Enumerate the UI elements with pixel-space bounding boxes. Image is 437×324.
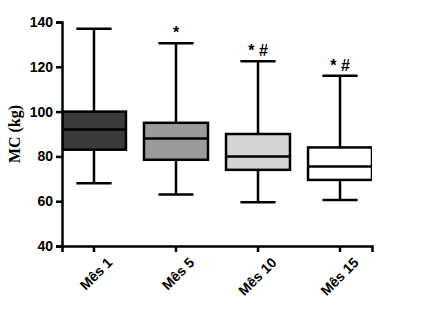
max-cap bbox=[240, 60, 275, 63]
y-tick-label: 60 bbox=[37, 193, 53, 209]
upper-whisker bbox=[175, 43, 178, 123]
x-axis-line bbox=[63, 247, 373, 253]
box bbox=[144, 123, 208, 160]
y-tick-mark bbox=[56, 200, 62, 203]
x-tick: Mês 1 bbox=[77, 246, 116, 293]
plot-area bbox=[62, 29, 372, 203]
y-tick-label: 100 bbox=[30, 104, 54, 120]
x-tick-mark bbox=[257, 246, 260, 252]
y-axis-title: MC (kg) bbox=[6, 105, 24, 163]
median-line bbox=[308, 165, 372, 168]
min-cap bbox=[322, 199, 357, 202]
box bbox=[308, 147, 372, 179]
y-tick-mark bbox=[56, 21, 62, 24]
upper-whisker bbox=[257, 61, 260, 134]
upper-whisker bbox=[339, 76, 342, 148]
y-tick: 140 bbox=[30, 14, 62, 30]
box-group bbox=[308, 76, 372, 200]
x-tick-mark bbox=[93, 246, 96, 252]
annotation: * # bbox=[248, 42, 268, 59]
y-tick-label: 140 bbox=[30, 14, 54, 30]
lower-whisker bbox=[257, 170, 260, 202]
upper-whisker bbox=[93, 29, 96, 112]
y-axis-line bbox=[56, 23, 63, 247]
y-tick-mark bbox=[56, 245, 62, 248]
x-tick-label: Mês 10 bbox=[235, 254, 279, 298]
median-line bbox=[62, 128, 126, 131]
y-tick-label: 120 bbox=[30, 59, 54, 75]
box bbox=[62, 112, 126, 150]
box-group bbox=[62, 29, 126, 184]
annotation: * # bbox=[330, 57, 350, 74]
x-tick-label: Mês 5 bbox=[159, 254, 198, 293]
annotations: * * # * # bbox=[173, 24, 350, 73]
x-tick: Mês 15 bbox=[317, 246, 361, 299]
x-axis: Mês 1 Mês 5 Mês 10 Mês 15 bbox=[63, 246, 373, 299]
chart: ** #* #406080100120140Mês 1Mês 5Mês 10Mê… bbox=[0, 0, 437, 324]
max-cap bbox=[322, 75, 357, 78]
x-tick-mark bbox=[175, 246, 178, 252]
box bbox=[226, 134, 290, 170]
y-axis: 40 60 80 100 120 140 bbox=[30, 14, 63, 254]
y-tick: 40 bbox=[37, 238, 62, 254]
y-tick-mark bbox=[56, 156, 62, 159]
min-cap bbox=[76, 182, 111, 185]
x-tick: Mês 5 bbox=[159, 246, 198, 293]
y-tick: 100 bbox=[30, 104, 62, 120]
y-tick-label: 80 bbox=[37, 148, 53, 164]
y-tick-mark bbox=[56, 111, 62, 114]
x-tick-mark bbox=[339, 246, 342, 252]
y-tick: 60 bbox=[37, 193, 62, 209]
lower-whisker bbox=[339, 180, 342, 200]
median-line bbox=[226, 155, 290, 158]
max-cap bbox=[158, 42, 193, 45]
annotation: * bbox=[173, 24, 180, 41]
min-cap bbox=[158, 193, 193, 196]
x-tick-label: Mês 1 bbox=[77, 254, 116, 293]
lower-whisker bbox=[93, 150, 96, 184]
y-tick-label: 40 bbox=[37, 238, 53, 254]
lower-whisker bbox=[175, 160, 178, 195]
y-tick-mark bbox=[56, 66, 62, 69]
x-tick-label: Mês 15 bbox=[317, 254, 361, 298]
y-tick: 80 bbox=[37, 148, 62, 164]
y-tick: 120 bbox=[30, 59, 62, 75]
x-tick: Mês 10 bbox=[235, 246, 279, 299]
median-line bbox=[144, 137, 208, 140]
min-cap bbox=[240, 201, 275, 204]
box-group bbox=[144, 43, 208, 194]
max-cap bbox=[76, 27, 111, 30]
box-group bbox=[226, 61, 290, 202]
